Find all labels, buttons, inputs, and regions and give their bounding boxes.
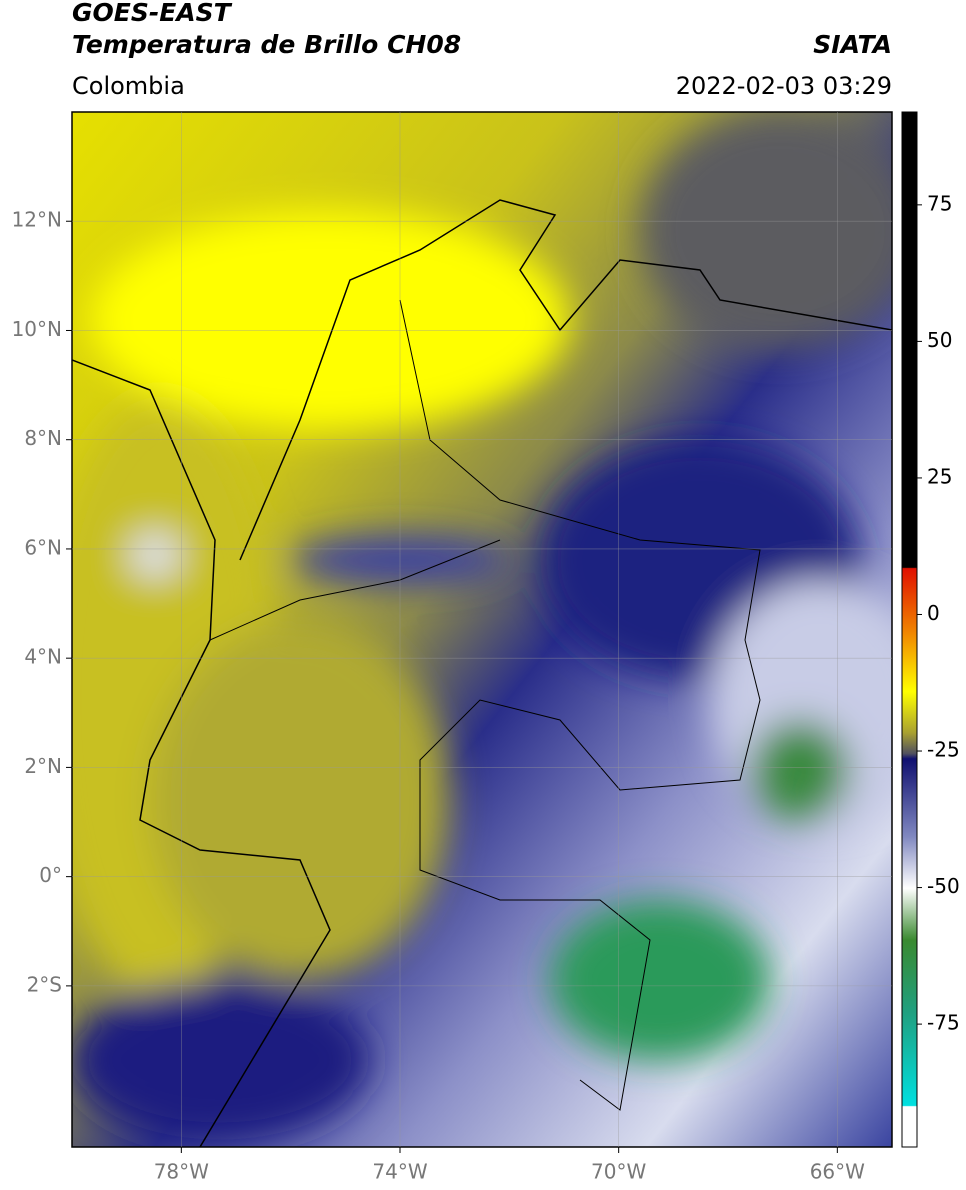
x-tick-label: 70°W	[591, 1160, 646, 1184]
y-tick-label: 2°N	[24, 754, 62, 778]
colorbar-tick-label: -25	[927, 738, 960, 762]
x-tick-label: 66°W	[810, 1160, 865, 1184]
source: SIATA	[813, 30, 892, 59]
colorbar	[901, 111, 918, 1148]
colorbar-tick-label: -75	[927, 1011, 960, 1035]
x-tick-label: 78°W	[154, 1160, 209, 1184]
colorbar-tick-label: 75	[927, 191, 952, 215]
map-frame	[71, 111, 893, 1148]
y-tick-label: 2°S	[27, 972, 62, 996]
colorbar-tick-label: -50	[927, 874, 960, 898]
y-tick-label: 0°	[39, 863, 62, 887]
colorbar-tick-label: 25	[927, 464, 952, 488]
colorbar-tick-label: 50	[927, 328, 952, 352]
y-tick-label: 8°N	[24, 426, 62, 450]
region: Colombia	[72, 72, 185, 100]
y-tick-label: 12°N	[12, 208, 62, 232]
y-tick-label: 6°N	[24, 535, 62, 559]
map-image	[72, 112, 892, 1147]
title: GOES-EAST	[72, 0, 233, 27]
y-tick-label: 4°N	[24, 645, 62, 669]
colorbar-tick-label: 0	[927, 601, 940, 625]
y-tick-label: 10°N	[12, 317, 62, 341]
subtitle: Temperatura de Brillo CH08	[72, 30, 461, 59]
x-tick-label: 74°W	[372, 1160, 427, 1184]
datetime: 2022-02-03 03:29	[676, 72, 892, 100]
